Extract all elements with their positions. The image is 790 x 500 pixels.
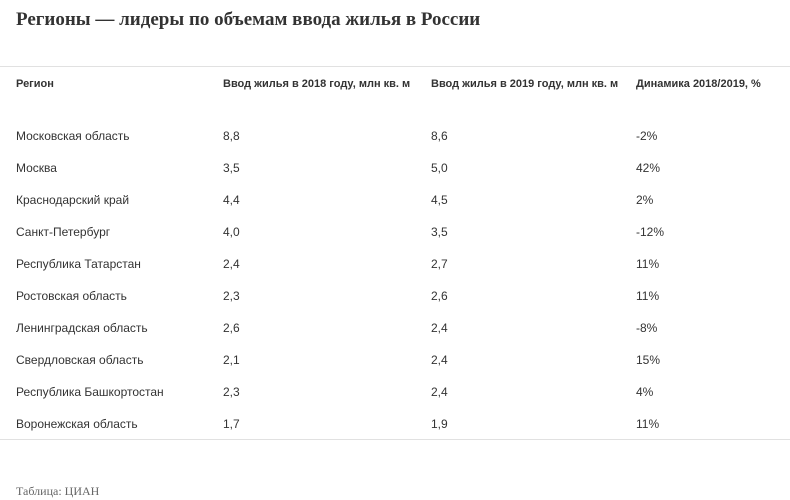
value-2019-cell: 1,9	[431, 417, 448, 431]
chart-title: Регионы — лидеры по объемам ввода жилья …	[16, 9, 481, 30]
region-cell: Московская область	[16, 129, 130, 143]
dynamics-cell: 11%	[636, 289, 660, 303]
column-header-dynamics: Динамика 2018/2019, %	[636, 78, 761, 90]
value-2019-cell: 2,4	[431, 385, 448, 399]
value-2018-cell: 1,7	[223, 417, 240, 431]
region-cell: Ленинградская область	[16, 321, 148, 335]
table-bottom-divider	[0, 439, 790, 440]
table-row: Ростовская область 2,3 2,6 11%	[0, 286, 790, 318]
value-2019-cell: 2,6	[431, 289, 448, 303]
value-2018-cell: 2,3	[223, 289, 240, 303]
value-2019-cell: 2,4	[431, 353, 448, 367]
value-2019-cell: 5,0	[431, 161, 448, 175]
column-header-2019: Ввод жилья в 2019 году, млн кв. м	[431, 78, 619, 90]
value-2018-cell: 8,8	[223, 129, 240, 143]
value-2018-cell: 4,4	[223, 193, 240, 207]
table-header-row: Регион Ввод жилья в 2018 году, млн кв. м…	[0, 66, 790, 126]
dynamics-cell: -2%	[636, 129, 658, 143]
region-cell: Краснодарский край	[16, 193, 130, 207]
dynamics-cell: 2%	[636, 193, 654, 207]
value-2019-cell: 8,6	[431, 129, 448, 143]
region-cell: Москва	[16, 161, 57, 175]
region-cell: Воронежская область	[16, 417, 138, 431]
dynamics-cell: -12%	[636, 225, 665, 239]
table-row: Республика Башкортостан 2,3 2,4 4%	[0, 382, 790, 414]
value-2018-cell: 3,5	[223, 161, 240, 175]
value-2019-cell: 3,5	[431, 225, 448, 239]
region-cell: Республика Татарстан	[16, 257, 141, 271]
dynamics-cell: 15%	[636, 353, 661, 367]
column-header-region: Регион	[16, 78, 54, 90]
table-row: Краснодарский край 4,4 4,5 2%	[0, 190, 790, 222]
value-2018-cell: 2,3	[223, 385, 240, 399]
value-2019-cell: 2,4	[431, 321, 448, 335]
dynamics-cell: 4%	[636, 385, 654, 399]
table-row: Санкт-Петербург 4,0 3,5 -12%	[0, 222, 790, 254]
region-cell: Свердловская область	[16, 353, 144, 367]
data-table: Регион Ввод жилья в 2018 году, млн кв. м…	[0, 66, 790, 446]
value-2018-cell: 2,1	[223, 353, 240, 367]
value-2019-cell: 2,7	[431, 257, 448, 271]
table-row: Республика Татарстан 2,4 2,7 11%	[0, 254, 790, 286]
table-row: Свердловская область 2,1 2,4 15%	[0, 350, 790, 382]
value-2018-cell: 2,6	[223, 321, 240, 335]
region-cell: Республика Башкортостан	[16, 385, 164, 399]
dynamics-cell: 42%	[636, 161, 661, 175]
table-row: Ленинградская область 2,6 2,4 -8%	[0, 318, 790, 350]
table-top-divider	[0, 66, 790, 67]
table-row: Московская область 8,8 8,6 -2%	[0, 126, 790, 158]
dynamics-cell: -8%	[636, 321, 658, 335]
value-2018-cell: 2,4	[223, 257, 240, 271]
table-body: Московская область 8,8 8,6 -2% Москва 3,5 5,0 4…	[0, 126, 790, 446]
table-row: Москва 3,5 5,0 42%	[0, 158, 790, 190]
region-cell: Ростовская область	[16, 289, 127, 303]
value-2019-cell: 4,5	[431, 193, 448, 207]
dynamics-cell: 11%	[636, 417, 660, 431]
source-caption: Таблица: ЦИАН	[16, 484, 100, 498]
region-cell: Санкт-Петербург	[16, 225, 111, 239]
dynamics-cell: 11%	[636, 257, 660, 271]
table-row: Воронежская область 1,7 1,9 11%	[0, 414, 790, 446]
value-2018-cell: 4,0	[223, 225, 240, 239]
column-header-2018: Ввод жилья в 2018 году, млн кв. м	[223, 78, 411, 90]
